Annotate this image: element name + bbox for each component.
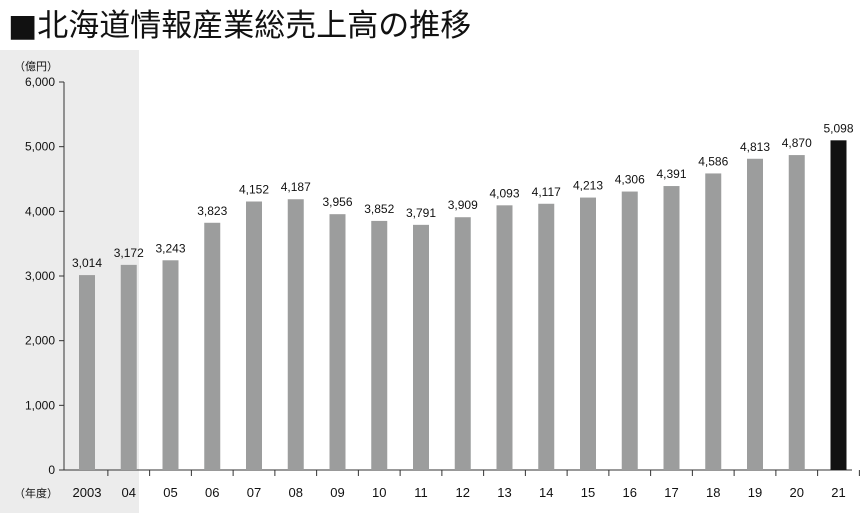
chart-title-text: ■北海道情報産業総売上高の推移 [8, 8, 472, 44]
x-tick-label: 16 [623, 485, 637, 500]
bar-08 [287, 199, 304, 470]
bar-2003 [79, 275, 95, 470]
x-tick-label: 14 [539, 485, 553, 500]
x-tick-label: 11 [414, 485, 428, 500]
x-tick-label: 13 [497, 485, 511, 500]
y-tick-label: 3,000 [25, 269, 55, 283]
value-label: 3,956 [322, 195, 352, 209]
value-label: 4,306 [615, 173, 645, 187]
bar-04 [120, 264, 137, 470]
x-tick-label: 07 [247, 485, 261, 500]
x-tick-label: 17 [664, 485, 678, 500]
value-label: 4,391 [656, 167, 686, 181]
x-tick-label: 04 [122, 485, 136, 500]
value-label: 3,909 [448, 198, 478, 212]
bar-06 [204, 222, 221, 470]
y-tick-label: 2,000 [25, 334, 55, 348]
x-tick-label: 05 [163, 485, 177, 500]
bar-09 [329, 214, 346, 470]
value-label: 3,852 [364, 202, 394, 216]
bar-15 [580, 197, 596, 470]
x-tick-label: 20 [790, 485, 804, 500]
bar-14 [538, 203, 555, 470]
x-unit-label: （年度） [14, 486, 58, 500]
chart-title: ■北海道情報産業総売上高の推移 [8, 4, 471, 48]
x-tick-label: 15 [581, 485, 595, 500]
y-tick-label: 5,000 [25, 140, 55, 154]
bar-12 [454, 217, 471, 470]
value-label: 3,014 [72, 256, 102, 270]
value-label: 3,791 [406, 206, 436, 220]
x-tick-label: 08 [289, 485, 303, 500]
value-label: 3,172 [114, 246, 144, 260]
value-label: 4,152 [239, 183, 269, 197]
y-unit-label: （億円） [14, 60, 58, 73]
bar-13 [496, 205, 513, 470]
bar-05 [162, 260, 179, 470]
bar-16 [621, 191, 638, 470]
x-tick-label: 2003 [73, 485, 102, 500]
value-label: 4,117 [532, 185, 561, 199]
value-label: 4,187 [281, 180, 311, 194]
bar-21 [830, 140, 847, 470]
x-tick-label: 09 [330, 485, 344, 500]
bar-10 [371, 220, 388, 470]
x-tick-label: 21 [831, 485, 845, 500]
bar-20 [788, 155, 805, 470]
value-label: 3,823 [197, 204, 227, 218]
y-tick-label: 1,000 [25, 398, 55, 412]
x-tick-label: 19 [748, 485, 762, 500]
bar-07 [246, 201, 262, 470]
value-label: 3,243 [155, 241, 185, 255]
x-tick-label: 10 [372, 485, 386, 500]
value-label: 4,586 [698, 154, 728, 168]
value-label: 4,813 [740, 140, 770, 154]
x-tick-label: 12 [456, 485, 470, 500]
value-label: 5,098 [823, 121, 853, 135]
y-tick-label: 4,000 [25, 204, 55, 218]
value-label: 4,870 [782, 136, 812, 150]
x-tick-label: 18 [706, 485, 720, 500]
bar-11 [413, 224, 429, 470]
bar-17 [663, 186, 680, 471]
x-tick-label: 06 [205, 485, 219, 500]
shaded-band [0, 50, 139, 513]
y-tick-label: 6,000 [25, 75, 55, 89]
value-label: 4,093 [489, 186, 519, 200]
bar-19 [747, 158, 763, 470]
bar-18 [705, 173, 722, 470]
value-label: 4,213 [573, 179, 603, 193]
y-tick-label: 0 [48, 463, 55, 477]
